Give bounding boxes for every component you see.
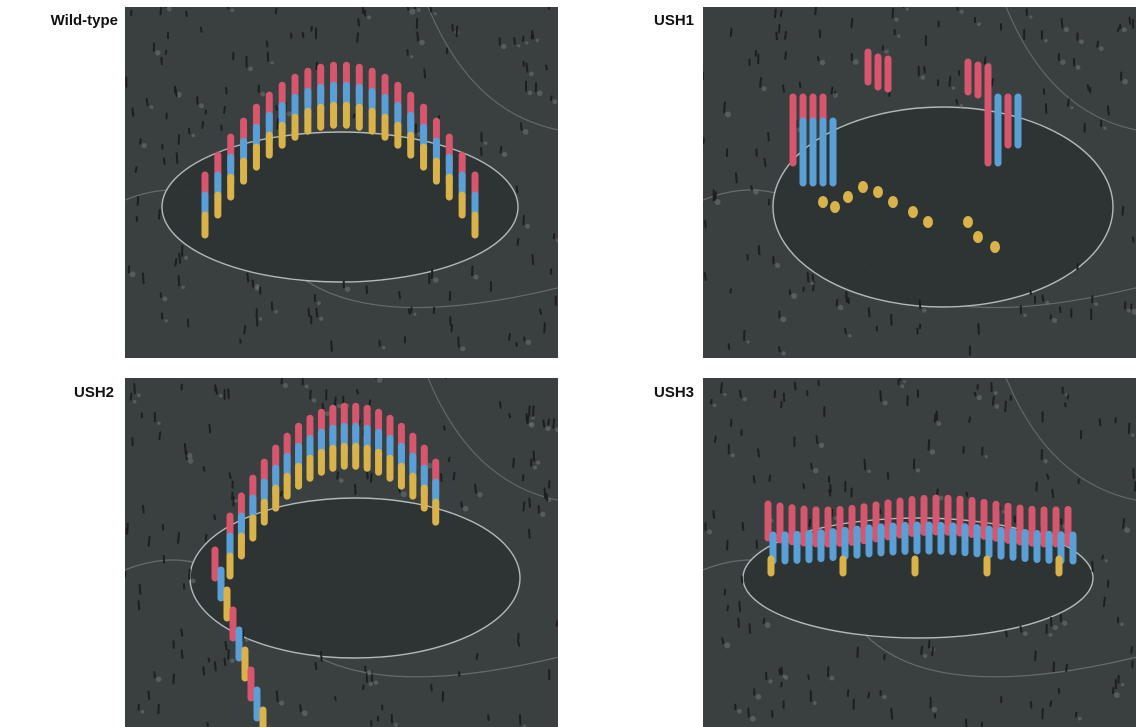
micrograph-ush1 [703, 7, 1136, 358]
panel-label-ush1: USH1 [653, 12, 694, 29]
micrograph-ush3 [703, 378, 1136, 727]
panel-label-wildtype: Wild-type [50, 12, 118, 29]
panel-label-ush2: USH2 [73, 384, 114, 401]
micrograph-ush2 [125, 378, 558, 727]
panel-label-ush3: USH3 [653, 384, 694, 401]
micrograph-wildtype [125, 7, 558, 358]
